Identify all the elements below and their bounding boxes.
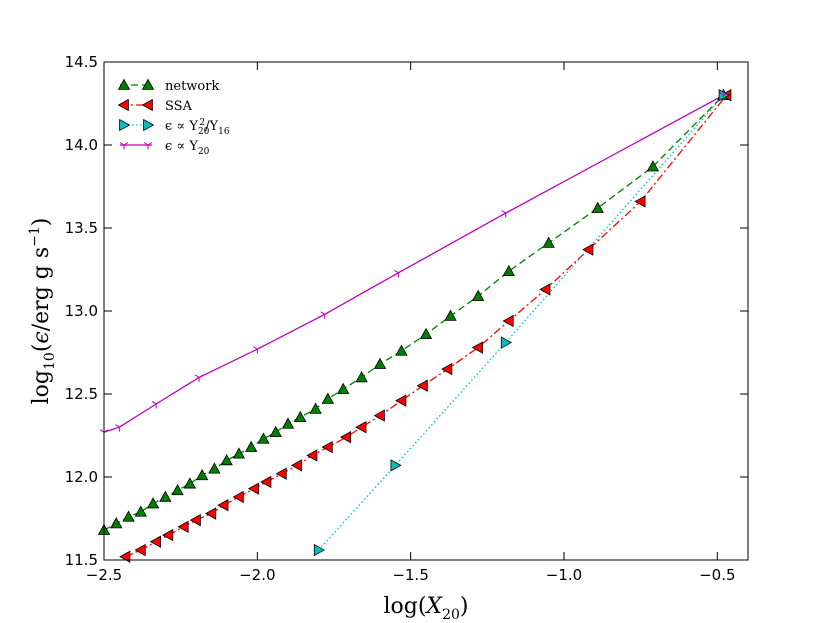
marker-0 <box>419 327 433 340</box>
legend: network SSA ϵ ∝ Y202/Y16 ϵ ∝ Y20 <box>117 78 230 157</box>
legend-marker <box>143 142 153 150</box>
marker-0 <box>355 371 368 383</box>
plot-area <box>104 62 748 560</box>
marker-1 <box>232 490 244 504</box>
x-tick-label: −2.5 <box>86 566 122 584</box>
legend-label: ϵ ∝ Y202/Y16 <box>165 118 230 137</box>
y-tick-label: 14.0 <box>65 136 98 154</box>
legend-marker <box>117 98 129 112</box>
y-tick-label: 12.5 <box>65 385 98 403</box>
marker-2 <box>390 459 402 472</box>
x-axis-label: log(X20) <box>383 594 468 623</box>
marker-0 <box>444 309 457 321</box>
marker-1 <box>189 513 201 527</box>
x-tick-label: −1.5 <box>392 566 428 584</box>
marker-0 <box>110 517 123 529</box>
marker-0 <box>337 382 350 394</box>
marker-0 <box>542 236 555 248</box>
marker-3 <box>501 210 510 218</box>
x-tick-label: −2.0 <box>239 566 275 584</box>
marker-1 <box>373 409 385 422</box>
marker-1 <box>275 467 287 480</box>
marker-1 <box>539 283 551 296</box>
marker-0 <box>269 425 282 437</box>
legend-marker <box>119 118 131 132</box>
marker-1 <box>502 314 514 328</box>
marker-0 <box>232 447 246 459</box>
marker-1 <box>355 421 367 434</box>
marker-0 <box>195 469 209 481</box>
marker-0 <box>395 344 408 356</box>
marker-3 <box>394 269 403 278</box>
marker-0 <box>171 483 184 496</box>
marker-1 <box>149 535 161 548</box>
marker-1 <box>395 394 407 407</box>
marker-0 <box>502 264 515 276</box>
x-tick-label: −0.5 <box>699 566 735 584</box>
marker-3 <box>719 92 728 100</box>
marker-0 <box>294 410 307 423</box>
marker-1 <box>441 362 453 376</box>
marker-1 <box>290 459 303 472</box>
y-tick-label: 12.0 <box>65 468 98 486</box>
legend-marker <box>141 78 155 90</box>
plot-frame <box>103 61 749 561</box>
marker-1 <box>634 195 646 208</box>
markers-layer <box>97 88 732 563</box>
marker-0 <box>591 201 604 213</box>
legend-marker <box>143 118 155 132</box>
marker-0 <box>309 402 322 414</box>
marker-2 <box>500 336 513 349</box>
marker-0 <box>245 440 258 452</box>
legend-label: network <box>165 79 219 94</box>
marker-0 <box>183 477 197 489</box>
y-tick-label: 13.5 <box>65 219 98 237</box>
y-axis-label: log10(ϵ/erg g s−1) <box>27 218 58 405</box>
legend-label: ϵ ∝ Y20 <box>165 139 210 157</box>
marker-0 <box>373 357 387 369</box>
y-tick-label: 13.0 <box>65 302 98 320</box>
marker-0 <box>281 417 295 429</box>
marker-1 <box>247 482 260 495</box>
y-tick-label: 11.5 <box>65 551 98 569</box>
legend-marker <box>117 78 131 90</box>
marker-3 <box>115 424 124 432</box>
marker-1 <box>260 475 272 489</box>
y-tick-label: 14.5 <box>65 53 98 71</box>
marker-3 <box>151 401 161 409</box>
marker-0 <box>321 392 335 404</box>
marker-0 <box>122 510 135 522</box>
marker-1 <box>177 520 189 533</box>
marker-1 <box>119 550 131 563</box>
axis-ticks: −2.5 −2.0 −1.5 −1.0 −0.5 11.5 12.0 12.5 13.0 13.5… <box>65 53 748 584</box>
marker-1 <box>582 243 594 256</box>
marker-1 <box>134 543 146 557</box>
marker-1 <box>416 379 428 392</box>
marker-1 <box>162 528 174 542</box>
marker-0 <box>646 160 660 172</box>
marker-0 <box>159 490 172 502</box>
series-line-2 <box>318 94 724 551</box>
marker-0 <box>134 505 147 517</box>
marker-1 <box>471 341 483 354</box>
marker-0 <box>208 462 221 474</box>
marker-0 <box>471 289 485 301</box>
marker-1 <box>339 430 352 444</box>
marker-2 <box>313 543 325 557</box>
marker-1 <box>205 507 217 520</box>
marker-3 <box>194 374 204 382</box>
marker-0 <box>257 432 270 444</box>
marker-0 <box>146 497 160 509</box>
legend-marker <box>141 98 153 112</box>
marker-3 <box>253 346 262 354</box>
marker-3 <box>320 311 330 319</box>
marker-0 <box>220 454 233 466</box>
legend-label: SSA <box>165 99 193 114</box>
marker-1 <box>306 449 318 462</box>
marker-1 <box>217 499 229 512</box>
x-tick-label: −1.0 <box>546 566 582 584</box>
legend-marker <box>119 142 129 150</box>
marker-1 <box>321 440 333 454</box>
